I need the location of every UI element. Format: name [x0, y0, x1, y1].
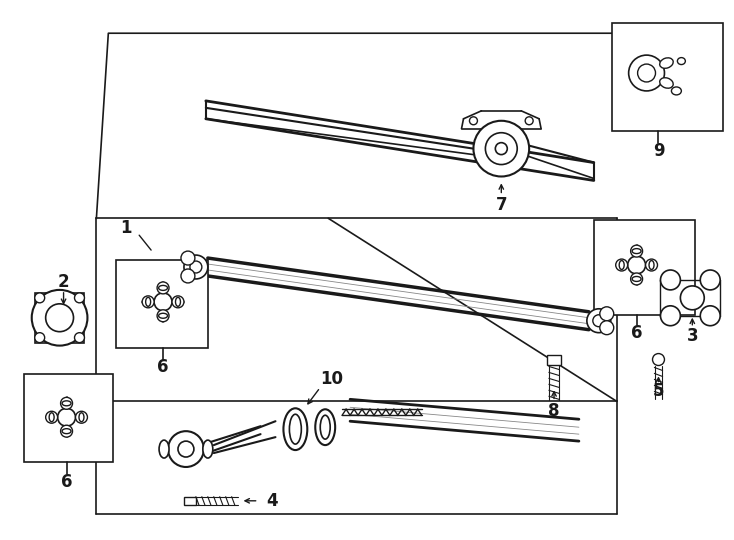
Circle shape — [700, 270, 720, 290]
Circle shape — [142, 296, 154, 308]
Text: 3: 3 — [686, 327, 698, 345]
Bar — [34, 293, 84, 342]
Circle shape — [638, 64, 655, 82]
Circle shape — [61, 425, 73, 437]
Circle shape — [184, 255, 208, 279]
Circle shape — [495, 143, 507, 154]
Circle shape — [46, 304, 73, 332]
Bar — [184, 497, 196, 505]
Circle shape — [631, 273, 642, 285]
Circle shape — [172, 296, 184, 308]
Bar — [611, 23, 723, 131]
Ellipse shape — [159, 313, 167, 318]
Circle shape — [628, 256, 646, 274]
Circle shape — [178, 441, 194, 457]
Circle shape — [34, 333, 45, 342]
Ellipse shape — [632, 276, 641, 281]
Bar — [547, 355, 561, 365]
Circle shape — [600, 321, 614, 335]
Text: 1: 1 — [120, 219, 132, 237]
Ellipse shape — [49, 413, 54, 422]
Text: 5: 5 — [653, 382, 664, 400]
Circle shape — [46, 411, 57, 423]
Circle shape — [616, 259, 628, 271]
Circle shape — [34, 293, 45, 303]
Text: 6: 6 — [631, 323, 642, 342]
Circle shape — [473, 121, 529, 177]
Circle shape — [470, 117, 477, 125]
Circle shape — [593, 315, 605, 327]
Ellipse shape — [62, 401, 71, 406]
Circle shape — [526, 117, 533, 125]
Ellipse shape — [649, 260, 654, 269]
Bar — [116, 260, 208, 348]
Ellipse shape — [145, 298, 150, 306]
Ellipse shape — [660, 58, 673, 69]
Bar — [594, 220, 695, 315]
Bar — [23, 374, 113, 462]
Ellipse shape — [79, 413, 84, 422]
Circle shape — [587, 309, 611, 333]
Circle shape — [157, 282, 169, 294]
Circle shape — [76, 411, 87, 423]
Ellipse shape — [62, 429, 71, 434]
Circle shape — [600, 307, 614, 321]
Text: 8: 8 — [548, 402, 560, 420]
Circle shape — [646, 259, 658, 271]
Text: 6: 6 — [61, 473, 73, 491]
Ellipse shape — [289, 414, 302, 444]
Ellipse shape — [660, 78, 673, 88]
Circle shape — [631, 245, 642, 257]
Circle shape — [653, 354, 664, 366]
Text: 4: 4 — [266, 492, 278, 510]
Text: 2: 2 — [58, 273, 70, 291]
Circle shape — [700, 306, 720, 326]
Ellipse shape — [283, 408, 308, 450]
Ellipse shape — [159, 440, 169, 458]
Circle shape — [628, 55, 664, 91]
Ellipse shape — [619, 260, 624, 269]
Circle shape — [181, 269, 195, 283]
Circle shape — [61, 397, 73, 409]
Circle shape — [661, 270, 680, 290]
Ellipse shape — [632, 248, 641, 254]
Circle shape — [157, 310, 169, 322]
Circle shape — [661, 306, 680, 326]
Text: 9: 9 — [653, 141, 664, 160]
Ellipse shape — [159, 286, 167, 291]
Circle shape — [190, 261, 202, 273]
Circle shape — [75, 293, 84, 303]
Text: 6: 6 — [157, 359, 169, 376]
Circle shape — [154, 293, 172, 311]
Circle shape — [57, 408, 76, 426]
Ellipse shape — [320, 415, 330, 439]
Ellipse shape — [316, 409, 335, 445]
Circle shape — [168, 431, 204, 467]
Circle shape — [485, 133, 517, 165]
Ellipse shape — [677, 58, 686, 65]
Circle shape — [32, 290, 87, 346]
Ellipse shape — [672, 87, 681, 95]
Ellipse shape — [175, 298, 181, 306]
Text: 7: 7 — [495, 197, 507, 214]
Text: 10: 10 — [321, 370, 344, 388]
Circle shape — [181, 251, 195, 265]
Circle shape — [680, 286, 704, 310]
Ellipse shape — [203, 440, 213, 458]
Circle shape — [75, 333, 84, 342]
